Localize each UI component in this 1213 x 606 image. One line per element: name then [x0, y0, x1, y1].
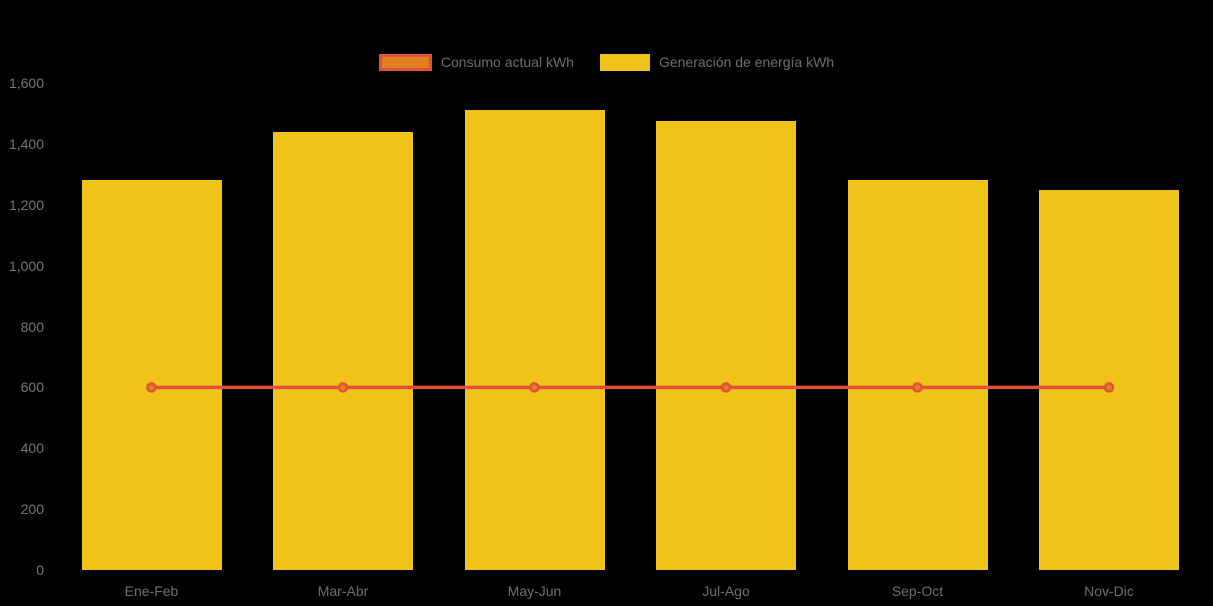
generation-bar-Ene-Feb[interactable]: [81, 180, 222, 570]
y-axis-tick-label: 200: [20, 501, 44, 518]
consumption-point-Mar-Abr[interactable]: [337, 382, 349, 393]
y-axis-tick-label: 600: [20, 379, 44, 396]
y-axis-tick-label: 800: [20, 318, 44, 335]
y-axis-tick-label: 1,400: [8, 135, 44, 152]
generation-bar-Jul-Ago[interactable]: [656, 121, 796, 570]
legend-label: Consumo actual kWh: [440, 54, 574, 70]
generation-bar-May-Jun[interactable]: [464, 110, 605, 570]
x-axis-label-Nov-Dic: Nov-Dic: [1084, 583, 1134, 599]
x-axis-label-Mar-Abr: Mar-Abr: [317, 583, 369, 599]
generation-bar-Nov-Dic[interactable]: [1039, 189, 1179, 570]
x-axis-label-Ene-Feb: Ene-Feb: [124, 583, 179, 599]
legend-line-swatch-icon: [378, 53, 432, 71]
y-axis-tick-label: 1,600: [8, 75, 44, 91]
generation-bar-Mar-Abr[interactable]: [273, 131, 413, 570]
x-axis-label-Jul-Ago: Jul-Ago: [702, 583, 750, 599]
legend-label: Generación de energía kWh: [658, 54, 835, 70]
legend-bar-swatch-icon: [599, 53, 650, 71]
generation-bar-Sep-Oct[interactable]: [847, 180, 988, 570]
x-axis-label-May-Jun: May-Jun: [507, 583, 562, 599]
chart-legend: Consumo actual kWh Generación de energía …: [0, 53, 1213, 71]
y-axis-tick-label: 0: [36, 562, 44, 578]
y-axis-tick-label: 400: [20, 440, 44, 457]
consumption-point-May-Jun[interactable]: [529, 382, 540, 393]
y-axis-tick-label: 1,000: [8, 257, 44, 274]
consumption-point-Jul-Ago[interactable]: [720, 382, 732, 393]
x-axis-label-Sep-Oct: Sep-Oct: [891, 583, 944, 599]
consumption-point-Nov-Dic[interactable]: [1103, 382, 1115, 393]
legend-item-bar-series[interactable]: Generación de energía kWh: [599, 53, 835, 71]
consumption-point-Ene-Feb[interactable]: [146, 382, 157, 393]
consumption-point-Sep-Oct[interactable]: [912, 382, 923, 393]
legend-item-line-series[interactable]: Consumo actual kWh: [378, 53, 574, 71]
y-axis-tick-label: 1,200: [8, 196, 44, 213]
